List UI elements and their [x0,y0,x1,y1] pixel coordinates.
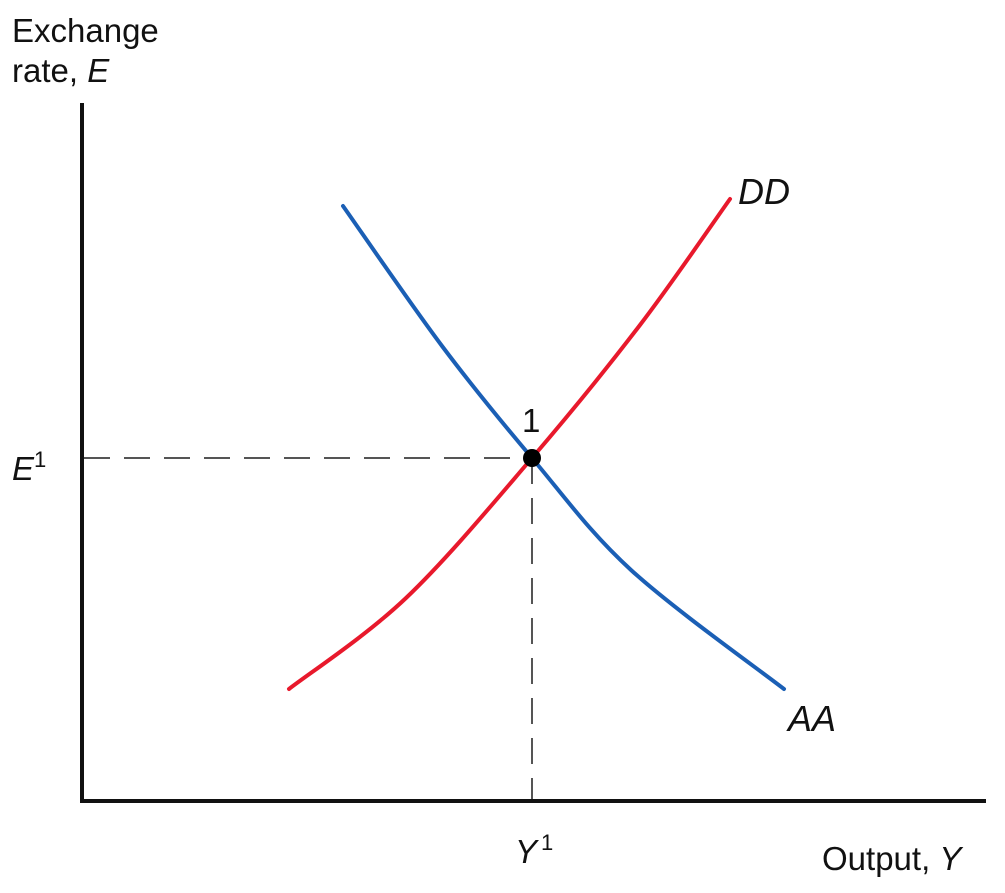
series-line-aa [341,204,786,691]
x-axis-label: Output, Y [822,840,963,877]
x-tick-base: Y [515,833,539,870]
equilibrium-point [523,449,541,467]
y-axis-label-prefix: rate, [12,52,87,89]
x-axis-label-prefix: Output, [822,840,939,877]
y-tick-sup: 1 [34,447,46,472]
x-tick-sup: 1 [541,830,553,855]
series-line-dd [287,197,732,691]
series-label-aa: AA [786,698,836,739]
x-axis-symbol: Y [939,840,963,877]
equilibrium-point-label: 1 [522,402,540,439]
y-tick-label-e1: E1 [12,447,46,487]
y-axis-label-line1: Exchange [12,12,159,49]
y-axis-symbol: E [87,52,110,89]
y-tick-base: E [12,450,35,487]
y-axis-label-line2: rate, E [12,52,110,89]
series-label-dd: DD [738,171,790,212]
